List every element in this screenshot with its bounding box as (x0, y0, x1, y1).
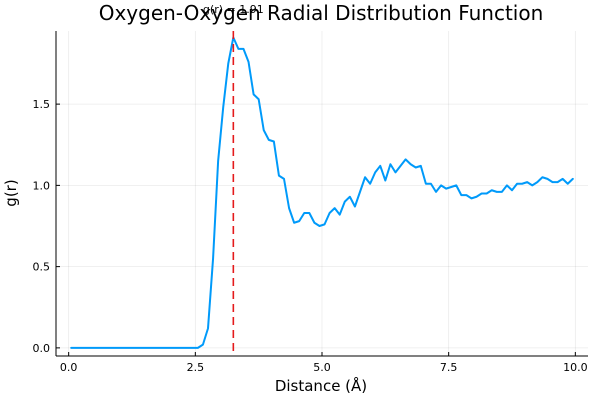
series-layer (70, 36, 574, 349)
axes: 0.0 2.5 5.0 7.5 10.0 0.0 0.5 1.0 1.5 (33, 31, 588, 374)
y-tick-label: 1.0 (33, 179, 51, 192)
x-tick-label: 10.0 (563, 361, 588, 374)
chart-title: Oxygen-Oxygen Radial Distribution Functi… (99, 1, 544, 25)
x-tick-label: 0.0 (60, 361, 78, 374)
y-tick-label: 0.0 (33, 342, 51, 355)
peak-annotation: g(r) = 1.91 (203, 3, 264, 16)
x-tick-label: 2.5 (187, 361, 205, 374)
rdf-series-line (70, 36, 574, 349)
y-tick-label: 0.5 (33, 261, 51, 274)
y-tick-label: 1.5 (33, 98, 51, 111)
x-tick-label: 5.0 (313, 361, 331, 374)
annotation-layer: g(r) = 1.91 (203, 3, 264, 356)
y-axis-title: g(r) (2, 179, 20, 206)
x-axis-title: Distance (Å) (275, 376, 367, 395)
x-tick-label: 7.5 (440, 361, 458, 374)
